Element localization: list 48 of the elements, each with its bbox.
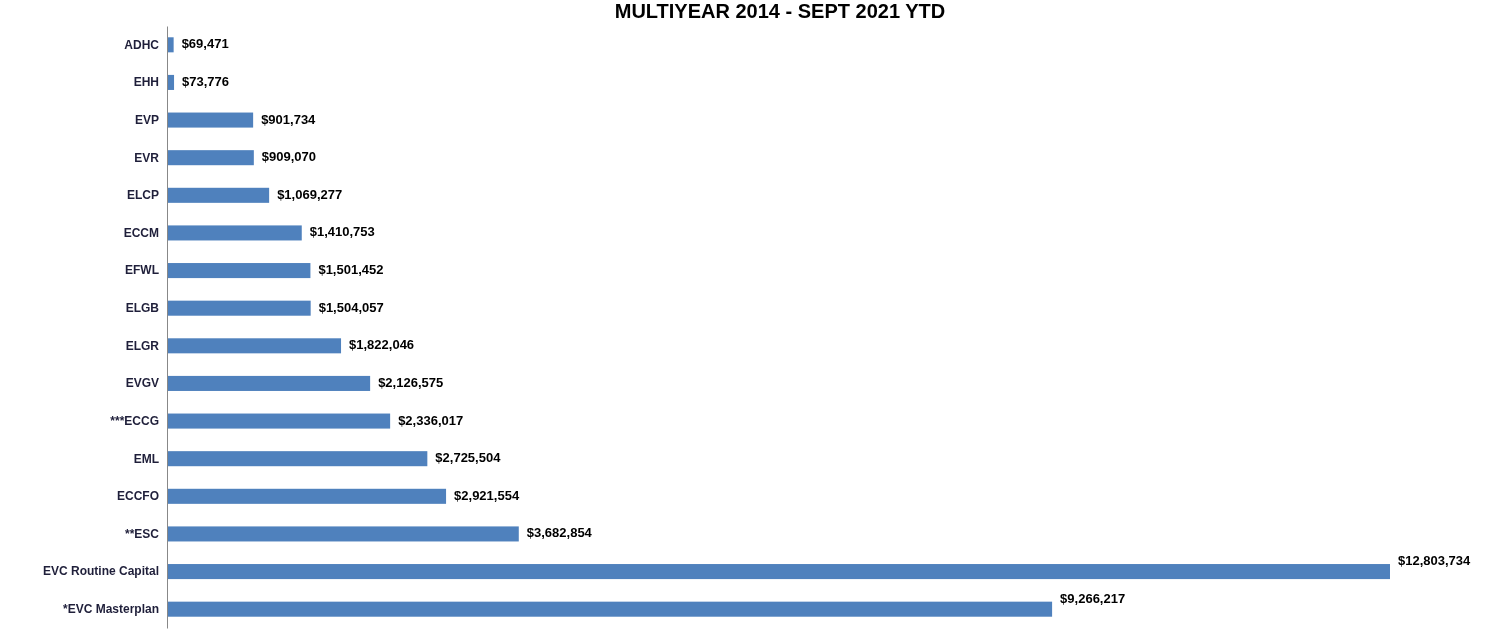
y-tick-label: EVGV: [125, 376, 159, 391]
bar: [167, 300, 311, 316]
data-label: $901,734: [261, 111, 317, 127]
bar: [167, 601, 1053, 617]
data-label: $73,776: [182, 73, 230, 89]
y-tick-label: *EVC Masterplan: [62, 602, 159, 617]
data-label: $69,471: [181, 36, 229, 52]
bar: [167, 150, 254, 166]
data-label: $1,504,057: [318, 299, 384, 315]
y-tick-label: EVP: [134, 112, 159, 127]
data-label: $909,070: [261, 149, 317, 165]
y-tick-label: ECCFO: [117, 489, 159, 504]
y-tick-label: EHH: [133, 75, 159, 90]
bar: [167, 488, 447, 504]
bar: [167, 225, 302, 241]
bar: [167, 187, 270, 203]
data-label: $12,803,734: [1398, 553, 1472, 568]
y-tick-label: EVR: [134, 150, 160, 165]
y-tick-label: EVC Routine Capital: [42, 564, 159, 579]
data-label: $1,069,277: [277, 186, 343, 202]
data-label: $9,266,217: [1060, 590, 1126, 606]
bar: [167, 413, 391, 429]
bar: [167, 526, 519, 542]
bar: [167, 263, 311, 279]
bar: [167, 564, 1390, 580]
y-tick-label: ADHC: [124, 37, 160, 52]
chart-title: MULTIYEAR 2014 - SEPT 2021 YTD: [614, 0, 946, 22]
data-label: $2,126,575: [378, 374, 444, 390]
y-tick-label: ELGR: [125, 338, 160, 353]
y-tick-label: EML: [133, 451, 159, 466]
bar: [167, 37, 174, 53]
data-label: $2,921,554: [454, 487, 520, 503]
y-tick-label: ***ECCG: [110, 413, 159, 428]
bar: [167, 112, 254, 128]
y-tick-label: ELGB: [125, 301, 160, 316]
data-label: $3,682,854: [526, 525, 593, 541]
y-tick-label: EFWL: [125, 263, 159, 278]
data-label: $2,725,504: [435, 450, 502, 466]
y-tick-label: ECCM: [123, 225, 159, 240]
data-label: $1,822,046: [349, 337, 415, 353]
bar: [167, 451, 428, 467]
data-label: $1,501,452: [318, 262, 384, 277]
bar: [167, 375, 371, 391]
y-tick-label: **ESC: [124, 526, 160, 541]
bar: [167, 338, 342, 354]
data-label: $1,410,753: [309, 224, 375, 240]
y-tick-label: ELCP: [126, 188, 159, 203]
data-label: $2,336,017: [398, 412, 464, 428]
